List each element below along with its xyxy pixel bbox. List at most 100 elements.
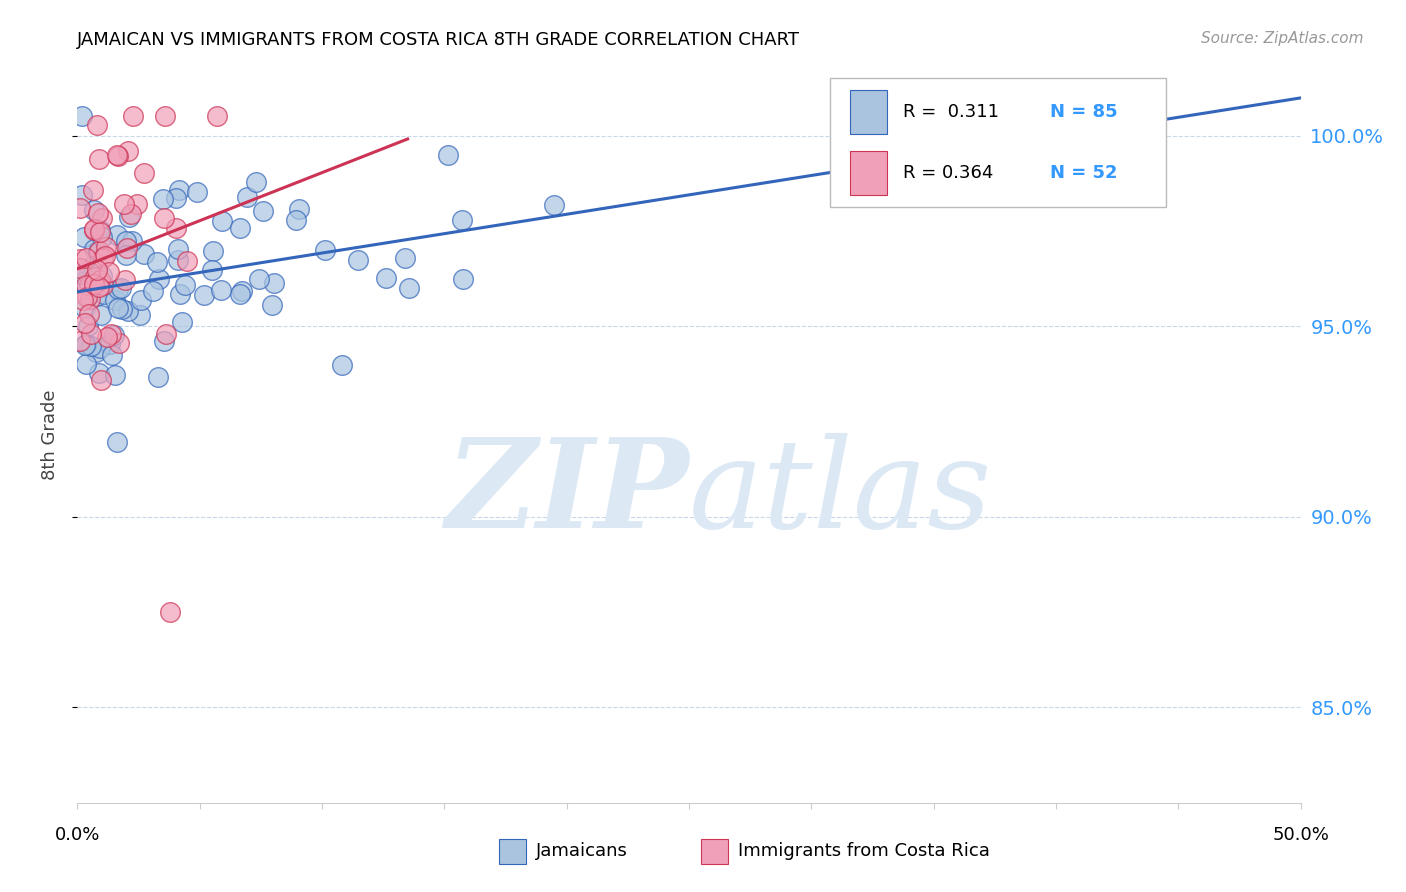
Point xyxy=(87,206,110,220)
Point xyxy=(155,326,177,341)
Point xyxy=(87,244,110,259)
Text: atlas: atlas xyxy=(689,433,993,555)
Point xyxy=(96,330,118,344)
Point xyxy=(375,270,398,285)
Point xyxy=(83,222,105,236)
Point xyxy=(73,338,96,352)
Point xyxy=(91,277,114,292)
Point xyxy=(201,263,224,277)
Point xyxy=(186,185,208,199)
Point xyxy=(77,277,100,292)
Point xyxy=(101,348,124,362)
Point xyxy=(142,284,165,298)
Point xyxy=(118,211,141,225)
Point xyxy=(193,288,215,302)
Point xyxy=(98,336,121,351)
Point xyxy=(394,251,416,265)
Point xyxy=(69,260,91,275)
Point xyxy=(153,334,176,349)
Point xyxy=(82,183,104,197)
Point xyxy=(287,202,309,216)
Point xyxy=(89,366,111,380)
Point xyxy=(105,228,128,243)
Point xyxy=(165,191,187,205)
Text: Jamaicans: Jamaicans xyxy=(536,842,628,860)
Point xyxy=(347,252,370,267)
Point xyxy=(84,344,107,359)
Bar xyxy=(851,90,887,134)
Point xyxy=(229,221,252,235)
Point xyxy=(114,273,136,287)
Point xyxy=(153,211,176,225)
Point xyxy=(229,287,252,301)
Point xyxy=(201,244,224,258)
Point xyxy=(90,308,112,322)
Point xyxy=(103,327,125,342)
Point xyxy=(91,211,114,226)
Point xyxy=(543,198,565,212)
Point xyxy=(80,326,103,341)
Point xyxy=(159,605,181,619)
Point xyxy=(89,152,111,166)
Point xyxy=(245,175,267,189)
Point xyxy=(128,308,150,322)
Text: R = 0.364: R = 0.364 xyxy=(903,164,994,182)
Point xyxy=(117,303,139,318)
Point xyxy=(285,212,308,227)
Point xyxy=(75,337,97,351)
Point xyxy=(176,253,198,268)
Point xyxy=(72,268,94,282)
Point xyxy=(75,251,97,265)
Point xyxy=(94,240,117,254)
Point xyxy=(89,273,111,287)
Point xyxy=(75,357,97,371)
Bar xyxy=(499,838,526,863)
Bar xyxy=(851,151,887,194)
Point xyxy=(73,230,96,244)
Point xyxy=(121,234,143,248)
Text: 50.0%: 50.0% xyxy=(1272,826,1329,844)
Point xyxy=(75,278,97,293)
Point xyxy=(90,230,112,244)
Text: Source: ZipAtlas.com: Source: ZipAtlas.com xyxy=(1201,31,1364,46)
Point xyxy=(105,434,128,449)
Point xyxy=(77,307,100,321)
Point xyxy=(87,245,110,260)
Point xyxy=(166,242,188,256)
Point xyxy=(167,183,190,197)
Point xyxy=(86,118,108,132)
Point xyxy=(132,166,155,180)
Text: N = 85: N = 85 xyxy=(1050,103,1118,121)
Point xyxy=(115,241,138,255)
Point xyxy=(169,287,191,301)
Point xyxy=(80,338,103,352)
Point xyxy=(72,293,94,307)
Point xyxy=(148,272,170,286)
Point xyxy=(89,223,111,237)
Point xyxy=(89,279,111,293)
Point xyxy=(73,301,96,316)
Point xyxy=(165,221,187,235)
Text: R =  0.311: R = 0.311 xyxy=(903,103,1000,121)
Text: ZIP: ZIP xyxy=(446,433,689,555)
Point xyxy=(104,293,127,308)
Point xyxy=(115,248,138,262)
Point xyxy=(70,275,93,289)
Text: N = 52: N = 52 xyxy=(1050,164,1118,182)
Point xyxy=(83,203,105,218)
Point xyxy=(166,252,188,267)
Point xyxy=(173,277,195,292)
Point xyxy=(122,110,145,124)
Point xyxy=(207,110,229,124)
Point xyxy=(155,110,177,124)
Bar xyxy=(702,838,728,863)
Point xyxy=(110,302,132,317)
Point xyxy=(110,280,132,294)
Point xyxy=(89,225,111,239)
Point xyxy=(105,148,128,162)
Point xyxy=(69,201,91,215)
Point xyxy=(129,293,152,308)
Point xyxy=(231,284,253,298)
Point xyxy=(93,286,115,301)
Point xyxy=(112,196,135,211)
